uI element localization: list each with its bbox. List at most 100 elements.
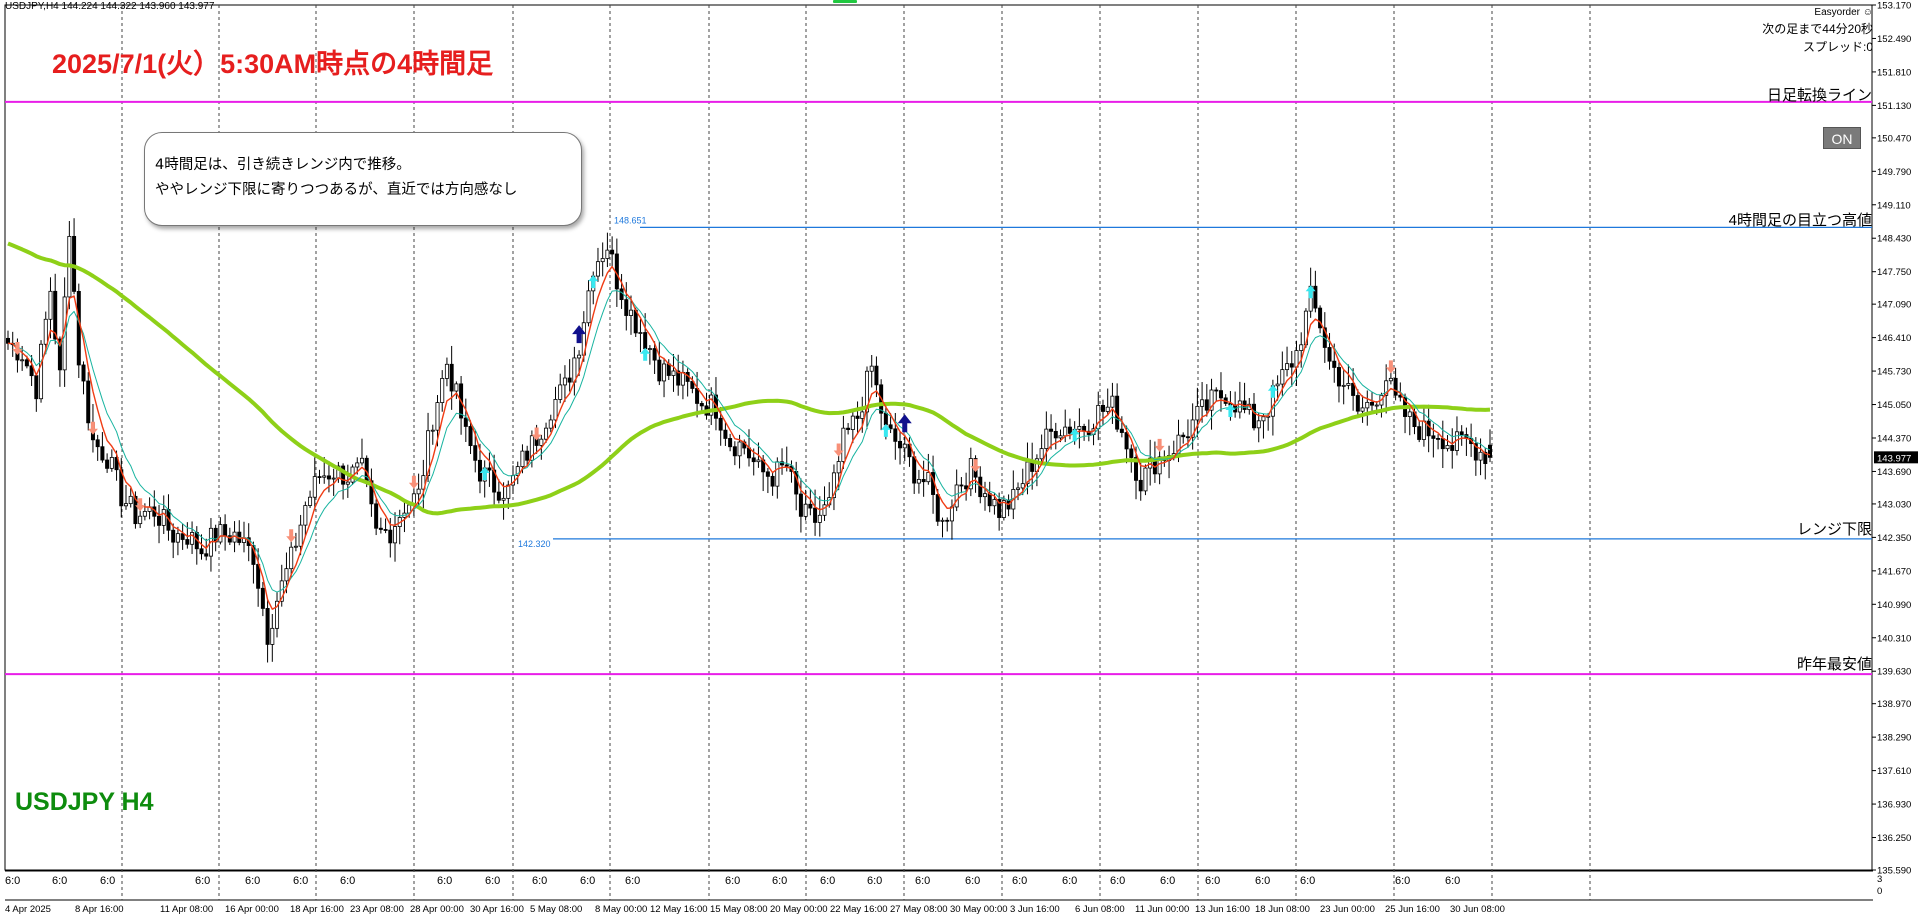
candle-body — [902, 443, 907, 449]
candle-body — [1450, 445, 1455, 451]
candle-body — [388, 529, 393, 544]
candle-body — [987, 493, 992, 507]
candle-body — [765, 471, 770, 477]
h4-notable-high-label: 4時間足の目立つ高値 — [1728, 212, 1872, 229]
candle-body — [657, 359, 662, 382]
candle-body — [1346, 383, 1351, 386]
candle-body — [1473, 443, 1478, 461]
daily-turn-line-label: 日足転換ライン — [1766, 87, 1872, 104]
sell-signal-arrow — [1385, 360, 1396, 374]
candle-body — [874, 365, 879, 386]
candle-body — [709, 394, 714, 416]
candle-body — [770, 475, 775, 487]
candle-body — [945, 519, 950, 522]
sell-signal-arrow — [1154, 438, 1165, 452]
candle-body — [817, 514, 822, 523]
time-axis-session-label: 6:0 — [1205, 875, 1220, 887]
candle-body — [775, 461, 780, 487]
spread-readout: スプレッド:0 — [1802, 40, 1873, 54]
price-tick-label: 136.250 — [1877, 833, 1911, 844]
buy-signal-arrow — [479, 466, 490, 480]
candle-body — [341, 465, 346, 485]
candle-body — [114, 457, 119, 471]
candle-body — [1134, 457, 1139, 481]
candle-body — [964, 485, 969, 490]
candle-body — [454, 383, 459, 392]
time-axis-date-label: 27 May 08:00 — [890, 904, 948, 915]
candle-body — [629, 309, 634, 316]
candle-body — [855, 415, 860, 419]
candle-body — [128, 495, 133, 505]
time-axis-session-label: 6:0 — [532, 875, 547, 887]
time-axis-date-label: 8 Apr 16:00 — [75, 904, 124, 915]
candle-body — [888, 424, 893, 430]
candle-body — [1001, 500, 1006, 518]
candle-body — [393, 526, 398, 544]
candle-body — [270, 627, 275, 645]
candle-body — [1044, 428, 1049, 449]
time-axis-session-label: 6:0 — [1012, 875, 1027, 887]
indicator-name: Easyorder ☺ — [1814, 7, 1873, 18]
candle-body — [1365, 401, 1370, 409]
sell-signal-arrow — [135, 498, 146, 512]
candle-body — [1280, 369, 1285, 385]
candle-body — [562, 377, 567, 386]
range-low-label: レンジ下限 — [1796, 521, 1872, 538]
candle-body — [1181, 434, 1186, 438]
candle-body — [539, 438, 544, 446]
candle-body — [1058, 435, 1063, 439]
candle-body — [326, 475, 331, 480]
time-axis-session-label: 6:0 — [437, 875, 452, 887]
time-axis-date-label: 6 Jun 08:00 — [1075, 904, 1125, 915]
candle-body — [567, 377, 572, 383]
price-tick-label: 139.630 — [1877, 667, 1911, 678]
price-tick-label: 147.090 — [1877, 300, 1911, 311]
time-axis-date-label: 11 Apr 08:00 — [160, 904, 213, 915]
comment-line-1: 4時間足は、引き続きレンジ内で推移。 — [155, 157, 411, 173]
candle-body — [586, 290, 591, 324]
time-axis-session-label: 6:0 — [245, 875, 260, 887]
indicator-panel: Easyorder ☺ 次の足まで44分20秒 スプレッド:0 — [1762, 6, 1873, 56]
chart-header-title: USDJPY,H4 144.224 144.322 143.960 143.97… — [5, 1, 215, 12]
candle-body — [1299, 344, 1304, 351]
candle-body — [822, 504, 827, 516]
candle-body — [680, 371, 685, 386]
time-axis-session-label: 6:0 — [625, 875, 640, 887]
candle-body — [1407, 411, 1412, 417]
level-price-tag: 148.651 — [614, 215, 647, 225]
candle-body — [218, 524, 223, 543]
candle-body — [1110, 395, 1115, 408]
time-axis-session-label: 6:0 — [1110, 875, 1125, 887]
candle-body — [864, 370, 869, 413]
candle-body — [1332, 360, 1337, 368]
candle-body — [1077, 426, 1082, 430]
sell-signal-arrow — [12, 341, 23, 355]
candle-body — [633, 309, 638, 334]
candle-body — [359, 457, 364, 464]
candle-body — [605, 249, 610, 259]
candle-body — [473, 445, 478, 461]
candle-body — [86, 380, 91, 424]
time-axis-session-label: 6:0 — [915, 875, 930, 887]
candle-body — [756, 459, 761, 463]
candle-body — [204, 553, 209, 557]
candle-body — [142, 511, 147, 517]
candle-body — [1016, 487, 1021, 490]
price-tick-label: 153.170 — [1877, 1, 1911, 12]
time-axis-session-label: 6:0 — [725, 875, 740, 887]
candle-body — [449, 363, 454, 392]
candle-body — [869, 365, 874, 372]
on-toggle-button[interactable]: ON — [1823, 127, 1861, 149]
price-tick-label: 145.730 — [1877, 367, 1911, 378]
candle-body — [275, 600, 280, 629]
candle-body — [1115, 395, 1120, 430]
candle-body — [331, 477, 336, 480]
candle-body — [416, 488, 421, 495]
time-axis-date-label: 28 Apr 00:00 — [410, 904, 464, 915]
candle-body — [487, 467, 492, 471]
time-axis-session-label: 6:0 — [340, 875, 355, 887]
time-axis-session-label: 6:0 — [52, 875, 67, 887]
candle-body — [1049, 428, 1054, 432]
